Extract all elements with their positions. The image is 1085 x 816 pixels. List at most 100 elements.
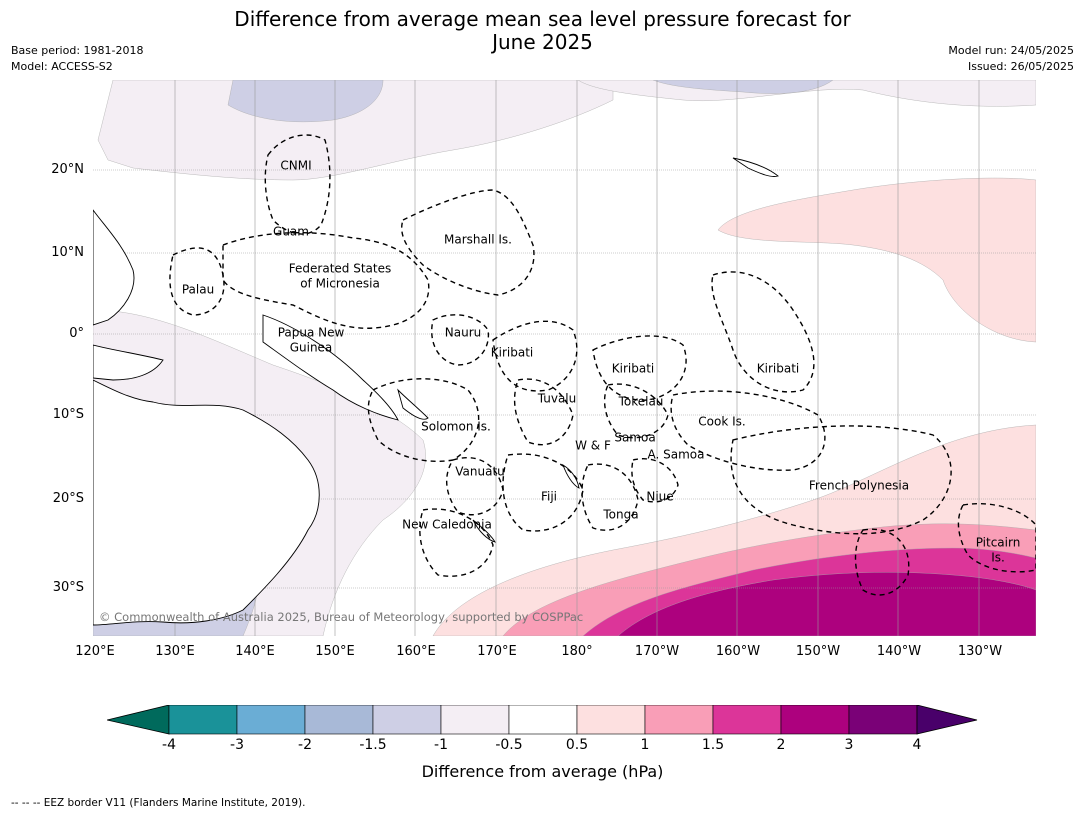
label-pitcairn-2: Is.: [991, 550, 1005, 565]
colorbar-under-arrow: [107, 705, 170, 735]
lat-label-20s: 20°S: [52, 491, 84, 506]
eez-tonga: [581, 463, 639, 531]
label-marshall: Marshall Is.: [444, 232, 512, 247]
lat-label-20n: 20°N: [51, 162, 84, 177]
lat-label-30s: 30°S: [52, 580, 84, 595]
label-vanuatu: Vanuatu: [455, 464, 505, 479]
lon-label-140e: 140°E: [235, 644, 275, 659]
lon-label-160e: 160°E: [396, 644, 436, 659]
colorbar-segment: [712, 705, 782, 735]
eez-pitcairn: [957, 503, 1036, 573]
label-kiribati-e: Kiribati: [756, 361, 800, 376]
label-kiribati-c: Kiribati: [611, 361, 655, 376]
label-solomon: Solomon Is.: [421, 419, 491, 434]
eez-kiribati-e: [711, 271, 815, 393]
eez-niue: [631, 458, 679, 503]
cbar-tick-0: -4: [162, 737, 176, 753]
map-panel: [93, 80, 1036, 636]
colorbar-segment: [372, 705, 442, 735]
label-cook: Cook Is.: [698, 414, 746, 429]
cbar-tick-6: 0.5: [565, 737, 589, 753]
label-asamoa: A. Samoa: [647, 447, 705, 462]
copyright-notice: © Commonwealth of Australia 2025, Bureau…: [99, 610, 584, 624]
colorbar-segment: [440, 705, 510, 735]
lat-label-0: 0°: [69, 326, 84, 341]
map-title: Difference from average mean sea level p…: [0, 8, 1085, 54]
lon-label-130e: 130°E: [155, 644, 195, 659]
indonesia-coast: [93, 344, 164, 381]
eez-nauru: [431, 314, 490, 366]
eez-south-poly: [854, 528, 910, 596]
eez-fsm: [222, 231, 430, 329]
label-tuvalu: Tuvalu: [537, 391, 577, 406]
model-name: Model: ACCESS-S2: [11, 60, 113, 73]
base-period: Base period: 1981-2018: [11, 44, 144, 57]
label-pitcairn-1: Pitcairn: [975, 535, 1021, 550]
label-palau: Palau: [181, 282, 215, 297]
colorbar: [107, 705, 978, 735]
eez-solomon: [367, 378, 480, 462]
label-newcal: New Caledonia: [402, 517, 492, 532]
lon-label-120e: 120°E: [75, 644, 115, 659]
australia-coast: [93, 379, 320, 626]
label-nauru: Nauru: [444, 325, 482, 340]
lat-label-10s: 10°S: [52, 407, 84, 422]
colorbar-segment: [780, 705, 850, 735]
label-fsm-1: Federated States: [288, 261, 392, 276]
cbar-tick-7: 1: [640, 737, 650, 753]
lon-label-130w: 130°W: [957, 644, 1003, 659]
label-png-2: Guinea: [289, 340, 333, 355]
title-line-2: June 2025: [492, 30, 593, 54]
cbar-tick-8: 1.5: [701, 737, 725, 753]
label-cnmi: CNMI: [280, 158, 312, 173]
solomon-coast: [397, 388, 429, 420]
label-frpoly: French Polynesia: [808, 478, 910, 493]
colorbar-segment: [236, 705, 306, 735]
cbar-tick-11: 4: [912, 737, 922, 753]
cbar-tick-2: -2: [298, 737, 312, 753]
eez-kiribati-w: [492, 320, 578, 392]
label-niue: Niue: [646, 489, 674, 504]
eez-cnmi: [264, 134, 331, 235]
colorbar-segment: [576, 705, 646, 735]
colorbar-segment: [848, 705, 918, 735]
eez-palau: [169, 247, 225, 316]
eez-frpoly: [730, 425, 952, 535]
label-kiribati-w: Kiribati: [490, 345, 534, 360]
lat-label-10n: 10°N: [51, 245, 84, 260]
lon-label-150e: 150°E: [315, 644, 355, 659]
meta-left: Base period: 1981-2018 Model: ACCESS-S2: [11, 43, 143, 75]
coastlines: [93, 157, 779, 626]
eez-tuvalu: [513, 378, 574, 446]
colorbar-segment: [508, 705, 578, 735]
cbar-tick-1: -3: [230, 737, 244, 753]
label-fiji: Fiji: [540, 489, 558, 504]
lon-label-170e: 170°E: [477, 644, 517, 659]
colorbar-segments: [168, 705, 918, 735]
eez-footnote: -- -- -- EEZ border V11 (Flanders Marine…: [11, 797, 306, 809]
model-run: Model run: 24/05/2025: [948, 44, 1074, 57]
cbar-tick-5: -0.5: [495, 737, 523, 753]
eez-kiribati-c: [592, 335, 687, 401]
label-tokelau: Tokelau: [618, 394, 664, 409]
lon-label-180: 180°: [561, 644, 593, 659]
cbar-tick-3: -1.5: [359, 737, 387, 753]
meta-right: Model run: 24/05/2025 Issued: 26/05/2025: [948, 43, 1074, 75]
new-guinea-coast: [262, 314, 399, 421]
label-guam: Guam: [273, 224, 309, 239]
lon-label-170w: 170°W: [634, 644, 680, 659]
colorbar-over-arrow: [916, 705, 978, 735]
eez-fiji: [502, 453, 584, 532]
label-tonga: Tonga: [603, 507, 639, 522]
title-line-1: Difference from average mean sea level p…: [234, 7, 851, 31]
colorbar-segment: [644, 705, 714, 735]
eez-cook: [670, 390, 826, 471]
issued-date: Issued: 26/05/2025: [967, 60, 1074, 73]
label-fsm-2: of Micronesia: [300, 276, 380, 291]
colorbar-label: Difference from average (hPa): [421, 762, 664, 781]
cbar-tick-4: -1: [434, 737, 448, 753]
label-png-1: Papua New: [277, 325, 345, 340]
lon-label-150w: 150°W: [795, 644, 841, 659]
eez-newcal: [419, 508, 494, 577]
eez-tokelau: [603, 383, 669, 439]
